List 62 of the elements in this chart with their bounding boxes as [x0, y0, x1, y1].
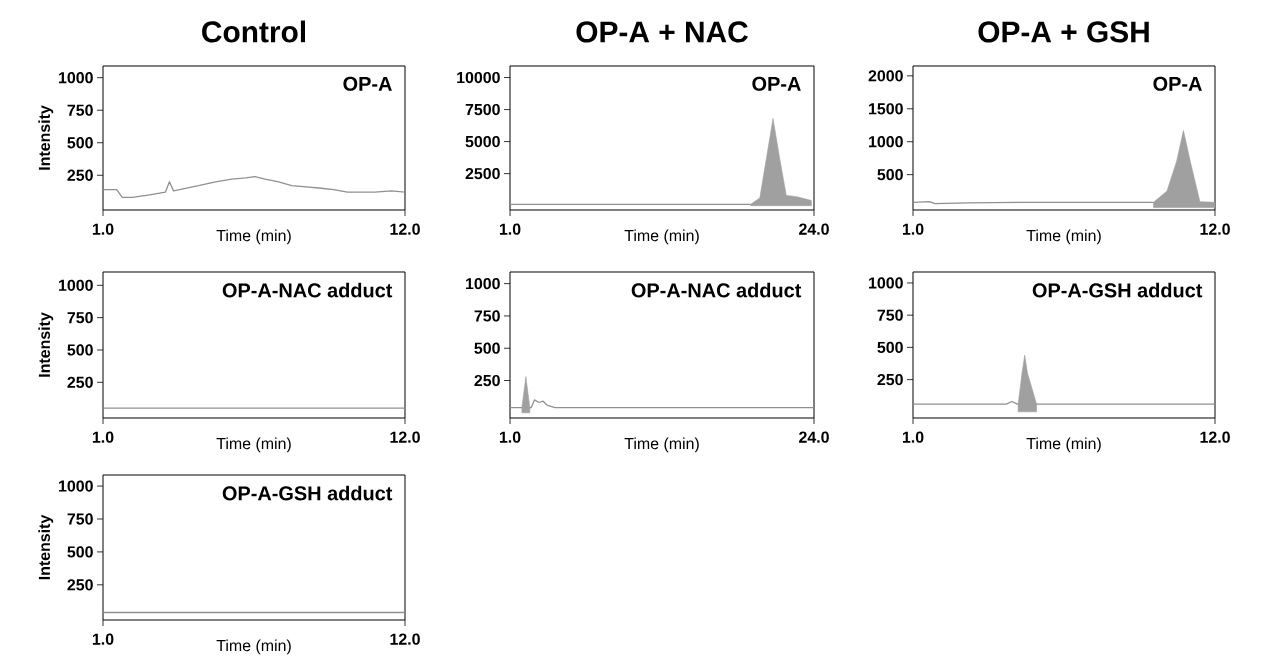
y-tick-label: 500	[67, 546, 93, 558]
y-axis-title: Intensity	[38, 312, 54, 377]
y-tick-label: 1000	[59, 480, 93, 492]
x-tick-label: 1.0	[499, 223, 521, 235]
x-axis-title: Time (min)	[1026, 437, 1101, 453]
y-tick-label: 1000	[59, 72, 93, 84]
x-axis-title: Time (min)	[624, 229, 699, 245]
y-tick-label: 750	[474, 310, 500, 322]
chart-subtitle: OP-A	[752, 76, 801, 91]
chart-title: OP-A + GSH	[978, 21, 1149, 43]
x-tick-label: 1.0	[92, 633, 114, 645]
y-tick-label: 1000	[869, 277, 903, 289]
chart-subtitle: OP-A-GSH adduct	[222, 485, 393, 501]
y-tick-label: 250	[877, 373, 903, 386]
chart-subtitle: OP-A	[343, 76, 392, 91]
x-tick-label: 1.0	[92, 223, 114, 235]
x-tick-label: 12.0	[390, 633, 420, 645]
chart-title: Control	[202, 20, 306, 43]
y-axis-title: Intensity	[38, 105, 54, 170]
y-tick-label: 750	[67, 312, 93, 324]
y-tick-label: 2000	[868, 70, 903, 82]
x-axis-title: Time (min)	[216, 437, 291, 453]
y-tick-label: 250	[67, 579, 93, 591]
x-tick-label: 12.0	[390, 223, 420, 235]
y-tick-label: 1000	[59, 279, 93, 291]
x-tick-label: 24.0	[799, 431, 829, 443]
y-tick-label: 10000	[457, 71, 500, 84]
y-tick-label: 750	[67, 104, 93, 116]
x-axis-title: Time (min)	[1026, 229, 1101, 245]
x-tick-label: 12.0	[1200, 223, 1230, 235]
y-tick-label: 500	[67, 344, 93, 356]
x-tick-label: 1.0	[499, 431, 521, 443]
y-axis-title: Intensity	[38, 514, 54, 580]
chart-subtitle: OP-A-GSH adduct	[1032, 282, 1203, 298]
y-tick-label: 500	[877, 341, 903, 354]
chart-subtitle: OP-A	[1153, 76, 1202, 91]
y-tick-label: 1500	[869, 103, 903, 115]
x-axis-title: Time (min)	[216, 639, 291, 655]
y-tick-label: 500	[67, 137, 93, 149]
y-tick-label: 750	[67, 513, 93, 525]
y-tick-label: 250	[67, 169, 93, 181]
y-tick-label: 7500	[465, 103, 500, 116]
y-tick-label: 500	[877, 169, 903, 181]
chart-title: OP-A + NAC	[576, 21, 748, 43]
x-tick-label: 1.0	[902, 431, 924, 443]
x-tick-label: 12.0	[1200, 431, 1230, 443]
y-tick-label: 1000	[869, 136, 903, 148]
y-tick-label: 750	[877, 309, 903, 321]
x-axis-title: Time (min)	[624, 437, 699, 453]
x-axis-title: Time (min)	[216, 229, 291, 245]
y-tick-label: 500	[474, 342, 500, 354]
x-tick-label: 1.0	[902, 223, 924, 235]
x-tick-label: 24.0	[799, 223, 829, 235]
y-tick-label: 2500	[465, 167, 500, 180]
x-tick-label: 1.0	[92, 431, 114, 443]
y-tick-label: 5000	[465, 135, 500, 148]
x-tick-label: 12.0	[390, 431, 420, 443]
chart-subtitle: OP-A-NAC adduct	[631, 282, 802, 298]
y-tick-label: 250	[474, 374, 500, 387]
y-tick-label: 250	[67, 376, 93, 388]
y-tick-label: 1000	[466, 277, 500, 290]
chart-subtitle: OP-A-NAC adduct	[222, 282, 393, 298]
